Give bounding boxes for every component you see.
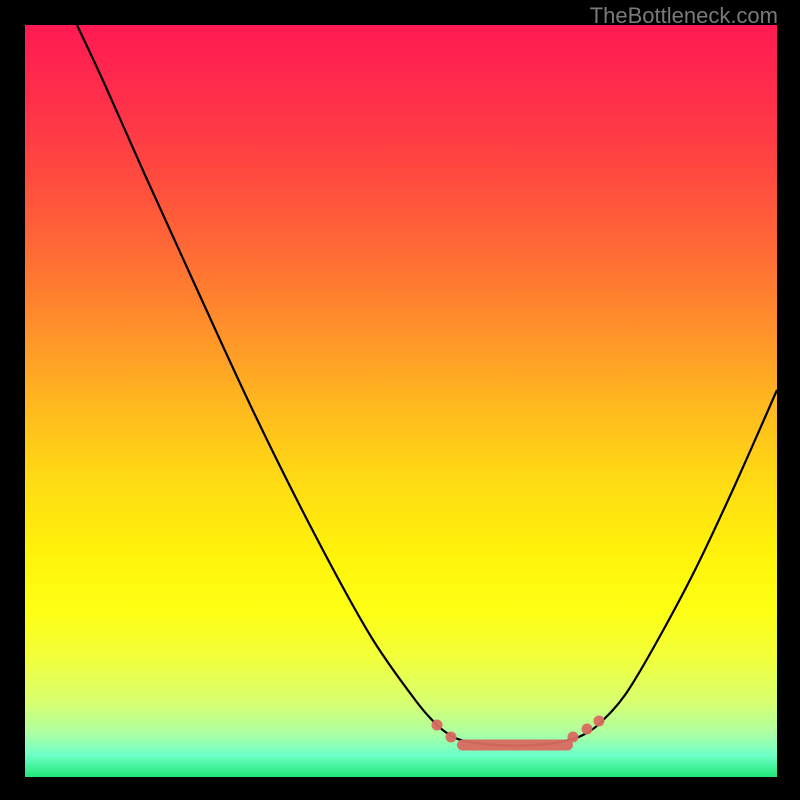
watermark-text: TheBottleneck.com bbox=[590, 3, 778, 29]
optimal-band-dot bbox=[594, 716, 605, 727]
bottleneck-curve bbox=[25, 25, 777, 777]
curve-line bbox=[77, 25, 777, 746]
plot-area bbox=[25, 25, 777, 777]
optimal-band-dot bbox=[568, 732, 579, 743]
optimal-band-dot bbox=[582, 724, 593, 735]
optimal-band-dot bbox=[446, 732, 457, 743]
optimal-band-dot bbox=[432, 720, 443, 731]
optimal-band bbox=[432, 716, 605, 751]
optimal-band-bar bbox=[457, 740, 573, 751]
